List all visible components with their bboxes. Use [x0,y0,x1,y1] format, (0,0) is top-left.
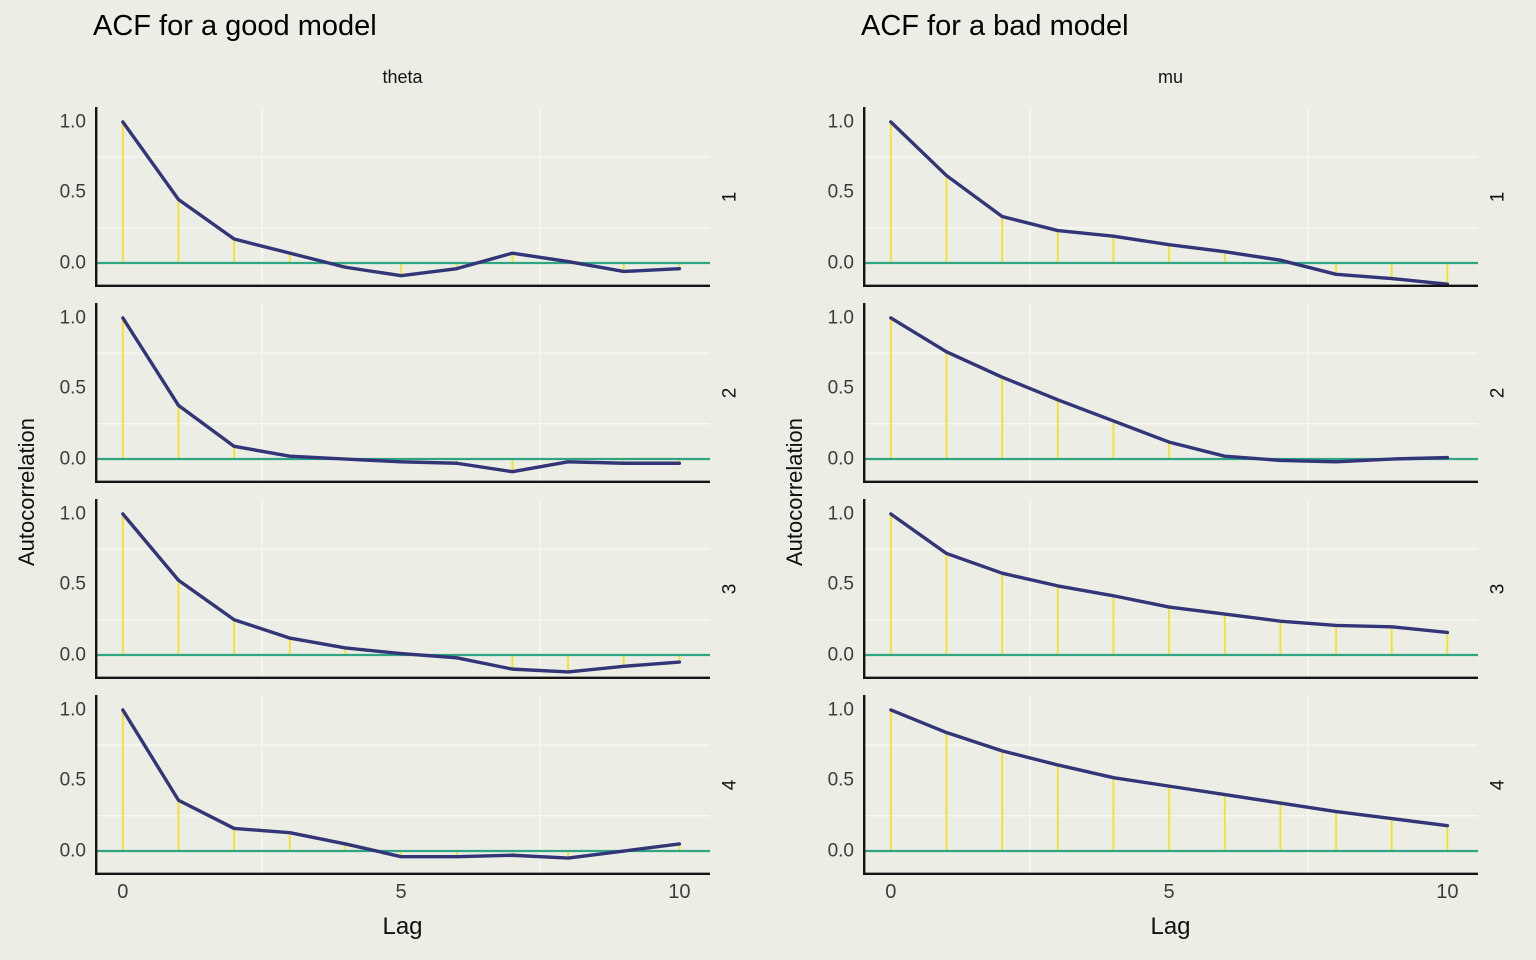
y-tick-label: 0.0 [827,840,854,862]
acf-line [889,512,1450,635]
acf-line [889,708,1450,828]
plot-title: ACF for a good model [93,10,377,42]
acf-line [121,708,682,860]
y-tick-label: 1.0 [59,111,86,133]
y-tick-label: 1.0 [827,111,854,133]
acf-panel [95,695,710,875]
y-tick-label: 0.0 [59,252,86,274]
y-axis-title: Autocorrelation [14,418,39,566]
facet-row-label: 2 [712,303,748,483]
y-tick-label: 1.0 [59,503,86,525]
acf-panel [95,303,710,483]
acf-panel [863,695,1478,875]
x-tick-label: 5 [395,881,407,903]
y-axis-title: Autocorrelation [782,418,807,566]
facet-column-bad-model: ACF for a bad model mu Autocorrelation L… [768,0,1536,960]
acf-panel [95,107,710,287]
facet-row-label-text: 4 [1486,779,1508,791]
acf-line [121,316,682,474]
facet-row-label-text: 1 [1486,191,1508,203]
facet-row-label: 3 [712,499,748,679]
acf-line [889,120,1450,286]
y-tick-label: 0.0 [827,644,854,666]
facet-row-label-text: 4 [718,779,740,791]
y-tick-label: 1.0 [59,699,86,721]
facet-column-good-model: ACF for a good model theta Autocorrelati… [14,10,748,940]
facet-row-label-text: 3 [1486,583,1508,595]
y-tick-label: 0.5 [59,377,86,399]
y-tick-label: 1.0 [59,307,86,329]
facet-strip-label: theta [382,67,423,87]
y-tick-label: 0.5 [59,181,86,203]
acf-panel [95,499,710,679]
facet-row-label-text: 2 [1486,387,1508,399]
y-tick-label: 0.0 [59,644,86,666]
facet-row-label-text: 1 [718,191,740,203]
y-tick-label: 1.0 [827,699,854,721]
x-axis-title: Lag [1150,913,1191,940]
facet-row-label: 4 [1480,695,1516,875]
y-tick-label: 0.0 [827,252,854,274]
facet-row-label: 4 [712,695,748,875]
y-tick-label: 0.5 [827,377,854,399]
y-tick-label: 1.0 [827,503,854,525]
acf-line [889,316,1450,464]
y-tick-label: 0.5 [827,769,854,791]
facet-row-label: 2 [1480,303,1516,483]
acf-line [121,120,682,278]
facet-row-label-text: 2 [718,387,740,399]
y-tick-label: 0.0 [827,448,854,470]
facet-row-label: 1 [1480,107,1516,287]
y-tick-label: 1.0 [827,307,854,329]
x-tick-label: 0 [117,881,129,903]
x-tick-label: 10 [1436,881,1459,903]
x-tick-label: 0 [885,881,897,903]
facet-strip-label: mu [1157,67,1183,87]
y-tick-label: 0.5 [59,769,86,791]
y-tick-label: 0.5 [59,573,86,595]
facet-row-label: 3 [1480,499,1516,679]
y-tick-label: 0.0 [59,448,86,470]
y-tick-label: 0.0 [59,840,86,862]
x-tick-label: 10 [668,881,691,903]
y-tick-label: 0.5 [827,573,854,595]
x-axis-title: Lag [382,913,423,940]
facet-row-label-text: 3 [718,583,740,595]
plot-title: ACF for a bad model [861,10,1129,42]
acf-panel [863,107,1478,287]
acf-panel [863,303,1478,483]
x-tick-label: 5 [1163,881,1175,903]
facet-row-label: 1 [712,107,748,287]
acf-panel [863,499,1478,679]
acf-line [121,512,682,674]
y-tick-label: 0.5 [827,181,854,203]
